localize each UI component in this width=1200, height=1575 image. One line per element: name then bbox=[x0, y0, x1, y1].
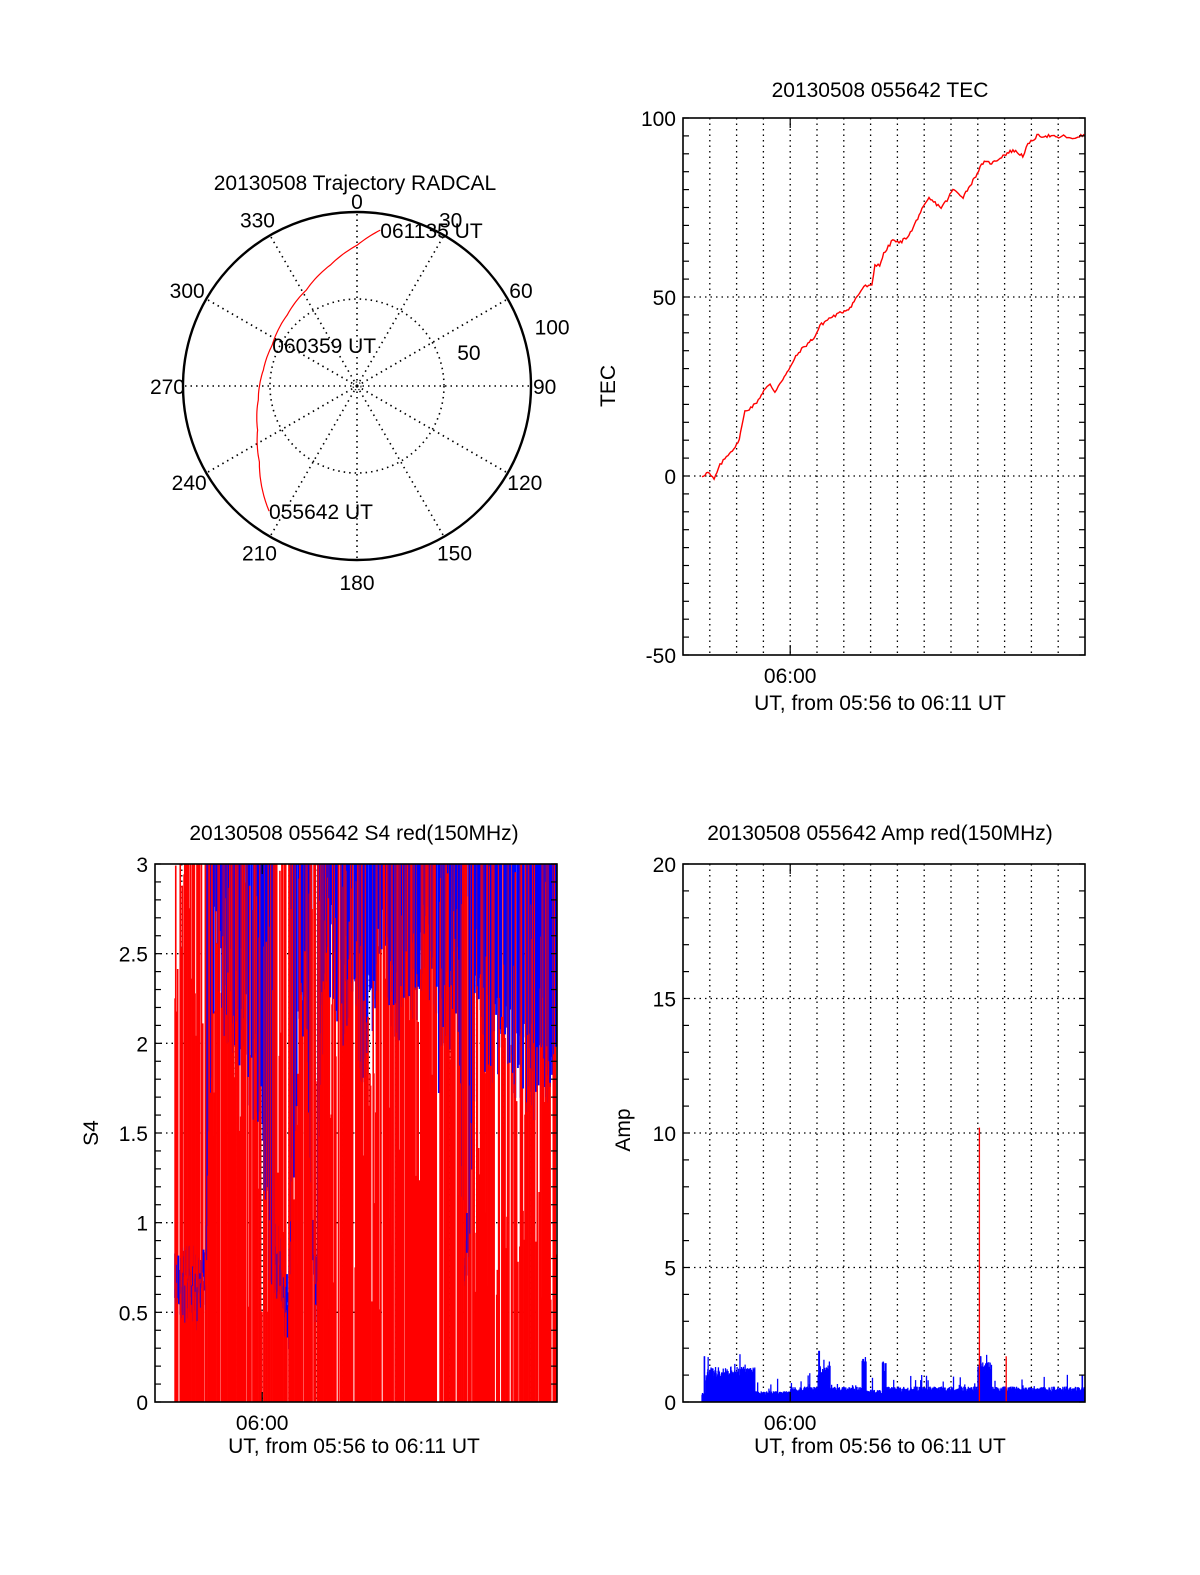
polar-center-mark bbox=[352, 381, 362, 391]
plot-frame bbox=[682, 117, 1086, 656]
y-tick-label: -50 bbox=[646, 645, 676, 668]
y-tick-label: 15 bbox=[653, 989, 676, 1012]
polar-series bbox=[256, 229, 381, 512]
x-tick-label: 06:00 bbox=[236, 1412, 289, 1435]
polar-spoke bbox=[356, 385, 509, 474]
polar-spoke bbox=[356, 298, 509, 387]
polar-title: 20130508 Trajectory RADCAL bbox=[214, 172, 497, 195]
amp-axes: 0 5 10 15 20 06:00 bbox=[653, 854, 1086, 1435]
y-tick-label: 100 bbox=[641, 108, 676, 131]
polar-trajectory-line bbox=[256, 229, 381, 512]
y-tick-label: 5 bbox=[664, 1258, 676, 1281]
amp-ylabel: Amp bbox=[612, 1108, 635, 1151]
polar-time-annotation: 060359 UT bbox=[272, 335, 376, 358]
y-tick-label: 0 bbox=[664, 466, 676, 489]
y-tick-label: 2 bbox=[136, 1033, 148, 1056]
tec-line bbox=[701, 133, 1086, 481]
polar-spoke bbox=[205, 298, 358, 387]
polar-azimuth-label: 270 bbox=[150, 376, 185, 399]
polar-time-annotation: 055642 UT bbox=[269, 501, 373, 524]
polar-outer-circle bbox=[181, 210, 533, 562]
polar-azimuth-label: 210 bbox=[242, 542, 277, 565]
polar-azimuth-labels: 0 30 60 90 120 150 180 210 240 270 300 330 bbox=[150, 191, 556, 595]
polar-time-annotation: 061135 UT bbox=[380, 220, 483, 243]
polar-radial-labels: 50 100 bbox=[457, 316, 569, 364]
polar-spoke bbox=[269, 234, 358, 387]
polar-azimuth-label: 0 bbox=[351, 191, 363, 214]
amp-xlabel: UT, from 05:56 to 06:11 UT bbox=[754, 1435, 1006, 1458]
polar-azimuth-label: 90 bbox=[533, 376, 556, 399]
x-tick-label: 06:00 bbox=[764, 665, 817, 688]
s4-ylabel: S4 bbox=[80, 1120, 103, 1146]
tec-panel: 20130508 055642 TEC -50 0 50 100 06:00 TEC U… bbox=[597, 79, 1086, 715]
polar-spoke bbox=[356, 385, 445, 538]
s4-axes: 0 0.5 1 1.5 2 2.5 3 06:00 bbox=[119, 854, 558, 1435]
s4-series bbox=[174, 864, 558, 1402]
polar-radial-label: 100 bbox=[535, 316, 570, 339]
amp-series bbox=[701, 1127, 1086, 1402]
s4-panel: 20130508 055642 S4 red(150MHz) 0 0.5 1 1.5 2… bbox=[80, 822, 558, 1458]
polar-spoke bbox=[356, 234, 445, 387]
y-tick-label: 3 bbox=[136, 854, 148, 877]
polar-azimuth-label: 120 bbox=[507, 472, 542, 495]
y-tick-label: 1.5 bbox=[119, 1123, 148, 1146]
s4-xlabel: UT, from 05:56 to 06:11 UT bbox=[228, 1435, 480, 1458]
polar-annotations: 055642 UT 060359 UT 061135 UT bbox=[269, 220, 483, 524]
amp-grid bbox=[683, 864, 1085, 1402]
polar-trajectory-panel: 20130508 Trajectory RADCAL 0 30 60 90 120 150… bbox=[150, 172, 570, 595]
polar-azimuth-label: 30 bbox=[439, 210, 462, 233]
polar-grid bbox=[181, 210, 533, 562]
polar-spoke bbox=[269, 385, 358, 538]
polar-azimuth-label: 300 bbox=[170, 280, 205, 303]
polar-grid-circle bbox=[269, 298, 445, 474]
polar-azimuth-label: 150 bbox=[437, 542, 472, 565]
y-tick-label: 2.5 bbox=[119, 944, 148, 967]
amp-panel: 20130508 055642 Amp red(150MHz) 0 5 10 15 20… bbox=[612, 822, 1086, 1458]
tec-grid bbox=[683, 118, 1085, 655]
y-tick-label: 20 bbox=[653, 854, 676, 877]
tec-xlabel: UT, from 05:56 to 06:11 UT bbox=[754, 692, 1006, 715]
y-tick-label: 0 bbox=[664, 1392, 676, 1415]
polar-azimuth-label: 180 bbox=[339, 572, 374, 595]
polar-azimuth-label: 240 bbox=[172, 472, 207, 495]
amp-title: 20130508 055642 Amp red(150MHz) bbox=[707, 822, 1053, 845]
tec-ylabel: TEC bbox=[597, 365, 620, 407]
s4-title: 20130508 055642 S4 red(150MHz) bbox=[189, 822, 518, 845]
y-tick-label: 0 bbox=[136, 1392, 148, 1415]
tec-series bbox=[701, 133, 1086, 481]
x-tick-label: 06:00 bbox=[764, 1412, 817, 1435]
y-tick-label: 10 bbox=[653, 1123, 676, 1146]
polar-azimuth-label: 330 bbox=[240, 210, 275, 233]
y-tick-label: 50 bbox=[653, 287, 676, 310]
polar-radial-label: 50 bbox=[457, 342, 480, 365]
y-tick-label: 0.5 bbox=[119, 1302, 148, 1325]
tec-axes: -50 0 50 100 06:00 bbox=[641, 108, 1086, 688]
polar-spoke bbox=[205, 385, 358, 474]
y-tick-label: 1 bbox=[136, 1213, 148, 1236]
tec-title: 20130508 055642 TEC bbox=[772, 79, 989, 102]
polar-azimuth-label: 60 bbox=[509, 280, 532, 303]
